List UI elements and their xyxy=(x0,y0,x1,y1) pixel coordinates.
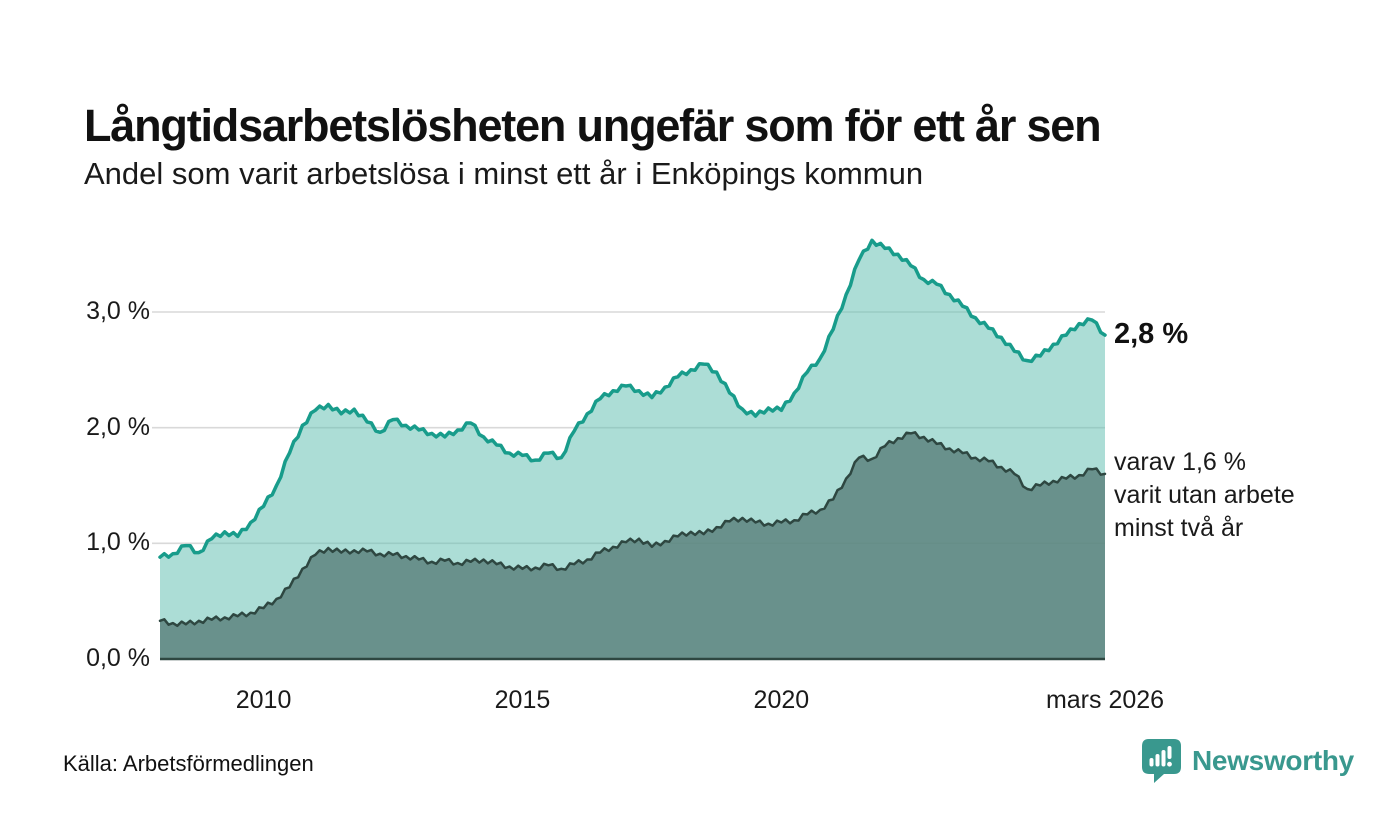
x-axis-tick-label: 2020 xyxy=(753,686,810,714)
y-axis-tick-label: 1,0 % xyxy=(86,528,150,557)
series-area-two-years xyxy=(160,432,1105,659)
y-axis-tick-label: 0,0 % xyxy=(86,644,150,672)
chart-subtitle: Andel som varit arbetslösa i minst ett å… xyxy=(84,156,924,191)
latest-value-label: 2,8 % xyxy=(1114,318,1189,351)
secondary-series-label-line3: minst två år xyxy=(1114,514,1244,542)
newsworthy-logo[interactable]: Newsworthy xyxy=(1140,738,1354,784)
x-axis-tick-label: 2010 xyxy=(235,686,292,714)
x-axis-tick-label: 2015 xyxy=(494,686,551,714)
series-line-one-year xyxy=(158,238,1107,559)
secondary-series-label: varav 1,6 % varit utan arbete minst två … xyxy=(1114,446,1295,545)
secondary-series-label-line2: varit utan arbete xyxy=(1114,481,1295,509)
y-axis-tick-label: 3,0 % xyxy=(86,297,150,325)
newsworthy-logo-icon xyxy=(1142,739,1181,783)
y-axis-tick-label: 2,0 % xyxy=(86,412,150,441)
x-axis-tick-label: mars 2026 xyxy=(1045,686,1165,714)
secondary-series-label-line1: varav 1,6 % xyxy=(1114,448,1247,476)
source-note: Källa: Arbetsförmedlingen xyxy=(63,751,314,776)
chart-title: Långtidsarbetslösheten ungefär som för e… xyxy=(84,100,1102,152)
series-line-two-years xyxy=(158,431,1107,628)
newsworthy-logo-text: Newsworthy xyxy=(1192,745,1354,776)
